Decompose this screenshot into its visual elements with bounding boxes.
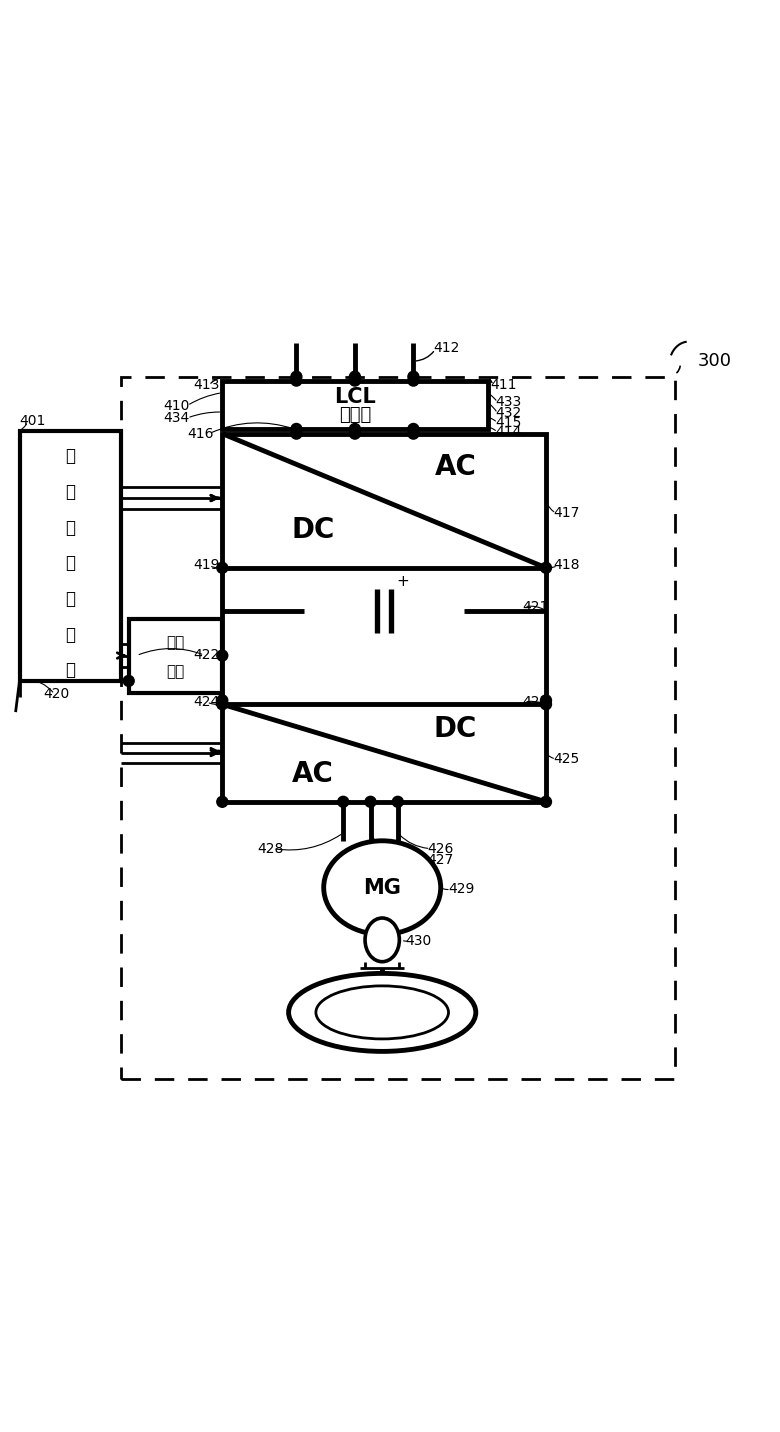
Text: 433: 433 xyxy=(495,395,522,410)
Circle shape xyxy=(408,424,419,434)
Text: 413: 413 xyxy=(193,378,220,392)
Circle shape xyxy=(217,699,228,710)
Text: 423: 423 xyxy=(523,695,549,709)
Ellipse shape xyxy=(316,985,448,1040)
Text: 一: 一 xyxy=(66,483,75,501)
Bar xyxy=(222,705,546,802)
Text: 428: 428 xyxy=(257,842,284,855)
Text: 426: 426 xyxy=(427,842,454,855)
Circle shape xyxy=(217,796,228,808)
Ellipse shape xyxy=(365,918,399,962)
Text: 416: 416 xyxy=(187,427,214,441)
Circle shape xyxy=(349,371,360,382)
Text: 第: 第 xyxy=(66,447,75,465)
Text: 元: 元 xyxy=(66,554,75,573)
Text: 控: 控 xyxy=(66,590,75,609)
Circle shape xyxy=(541,695,551,706)
Text: 419: 419 xyxy=(193,558,220,573)
Text: 431: 431 xyxy=(427,1004,454,1018)
Bar xyxy=(121,377,675,1078)
Text: 401: 401 xyxy=(20,414,46,428)
Text: 434: 434 xyxy=(164,411,190,425)
Circle shape xyxy=(408,375,419,387)
Text: 410: 410 xyxy=(164,398,190,412)
Circle shape xyxy=(349,428,360,440)
Text: 制: 制 xyxy=(66,626,75,643)
Circle shape xyxy=(217,695,228,706)
Text: 412: 412 xyxy=(433,341,459,355)
Text: 制动: 制动 xyxy=(166,636,185,650)
Text: 411: 411 xyxy=(490,378,516,392)
Text: AC: AC xyxy=(292,760,334,789)
Text: 420: 420 xyxy=(43,687,69,702)
Ellipse shape xyxy=(324,841,441,935)
Circle shape xyxy=(123,676,134,686)
Text: 414: 414 xyxy=(495,425,522,440)
Circle shape xyxy=(541,699,551,710)
Circle shape xyxy=(291,428,302,440)
Text: MG: MG xyxy=(363,878,401,898)
Text: 单: 单 xyxy=(66,518,75,537)
Circle shape xyxy=(408,371,419,382)
Circle shape xyxy=(291,424,302,434)
Bar xyxy=(129,619,222,693)
Text: 滤波器: 滤波器 xyxy=(339,407,371,424)
Text: AC: AC xyxy=(434,453,477,481)
Circle shape xyxy=(541,563,551,573)
Circle shape xyxy=(365,796,376,808)
Circle shape xyxy=(349,424,360,434)
Text: 429: 429 xyxy=(448,882,475,896)
Text: 415: 415 xyxy=(495,415,522,430)
Circle shape xyxy=(338,796,349,808)
Circle shape xyxy=(408,428,419,440)
Text: DC: DC xyxy=(291,516,335,544)
Text: 427: 427 xyxy=(427,853,454,868)
Bar xyxy=(222,381,488,430)
Text: 430: 430 xyxy=(406,934,432,948)
Circle shape xyxy=(392,796,403,808)
Circle shape xyxy=(217,563,228,573)
Circle shape xyxy=(349,375,360,387)
Bar xyxy=(222,434,546,569)
Circle shape xyxy=(541,796,551,808)
Circle shape xyxy=(291,371,302,382)
Text: 418: 418 xyxy=(554,558,580,573)
Text: 425: 425 xyxy=(554,752,580,766)
Text: +: + xyxy=(396,574,410,589)
Circle shape xyxy=(217,650,228,662)
Text: 432: 432 xyxy=(495,407,522,421)
Text: DC: DC xyxy=(434,715,477,743)
Text: 424: 424 xyxy=(193,695,220,709)
Text: 421: 421 xyxy=(523,600,549,614)
Text: 417: 417 xyxy=(554,505,580,520)
Bar xyxy=(20,431,121,680)
Text: 422: 422 xyxy=(193,649,220,662)
Text: LCL: LCL xyxy=(334,387,376,407)
Text: 单元: 单元 xyxy=(166,664,185,679)
Ellipse shape xyxy=(289,974,476,1051)
Circle shape xyxy=(291,375,302,387)
Text: 器: 器 xyxy=(66,662,75,679)
Text: 300: 300 xyxy=(698,352,732,369)
